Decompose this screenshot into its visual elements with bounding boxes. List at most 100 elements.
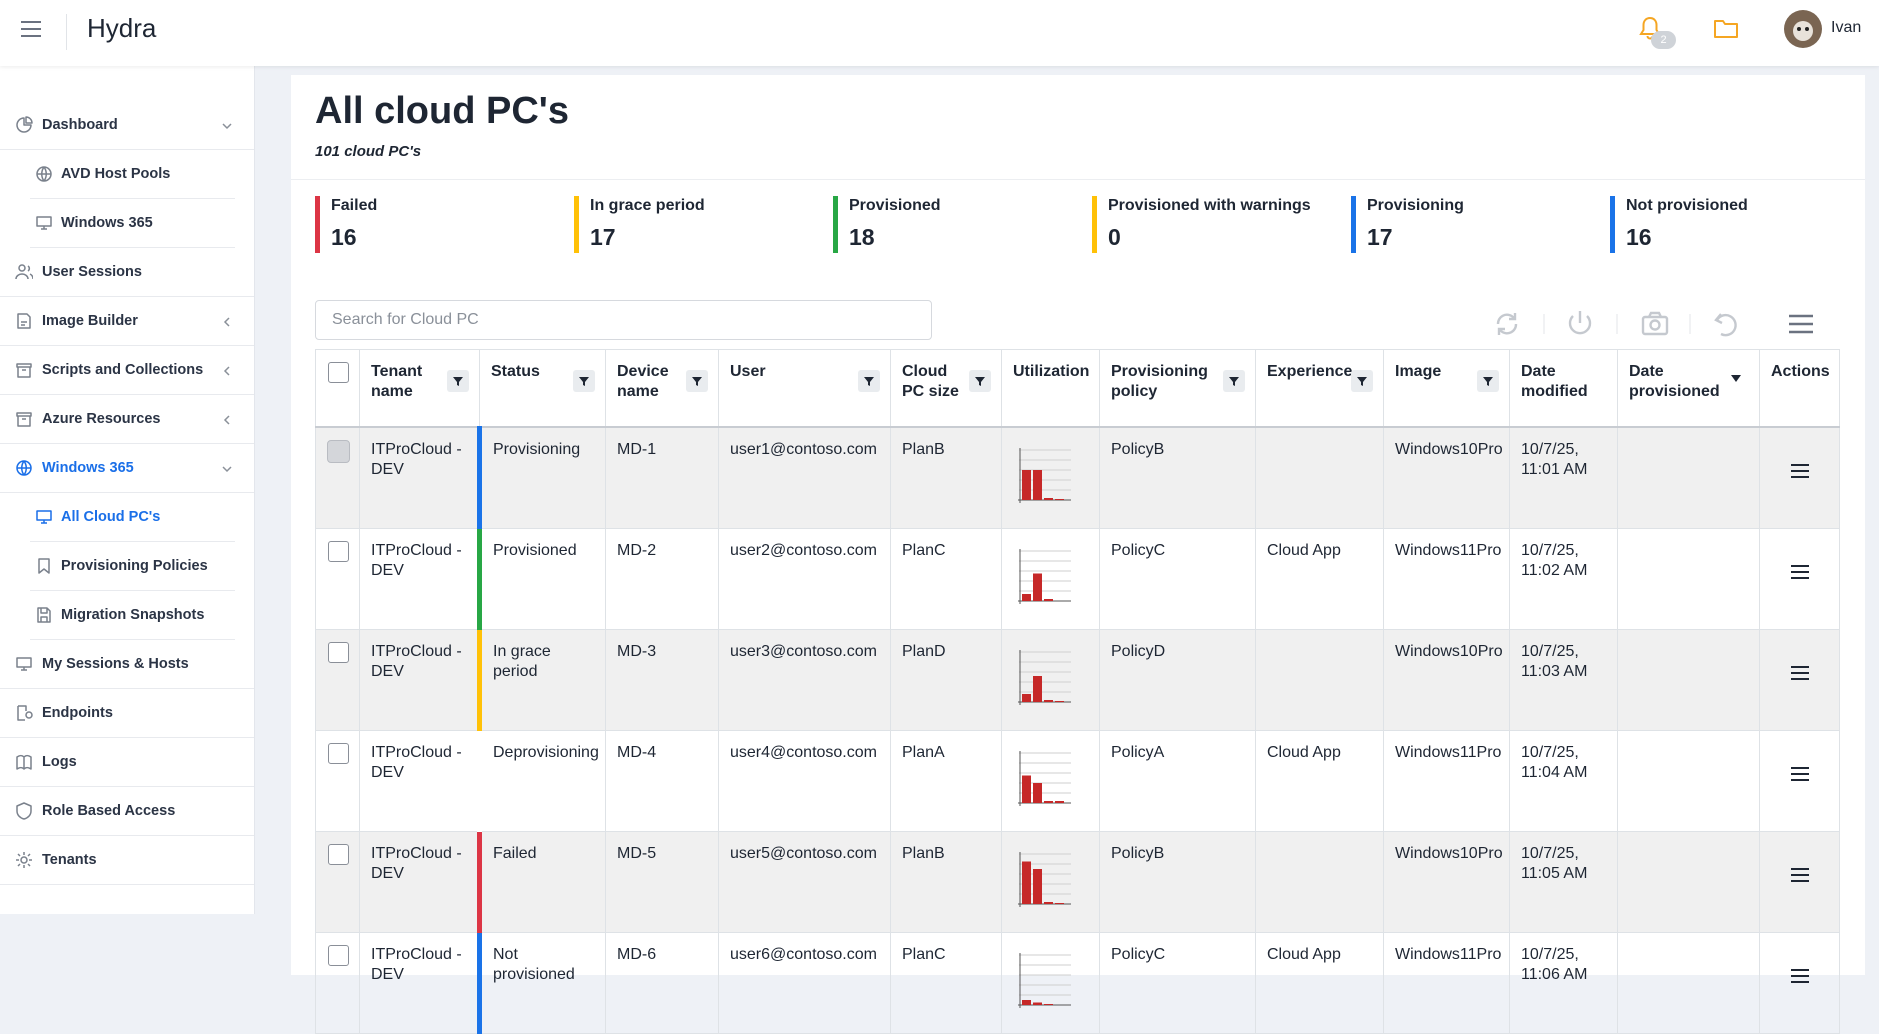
more-menu[interactable] <box>1789 314 1813 334</box>
cell: 10/7/25, 11:05 AM <box>1509 831 1618 933</box>
nav-subitem[interactable]: Migration Snapshots <box>0 591 254 640</box>
utilization-bar <box>1022 775 1031 803</box>
nav-subitem[interactable]: Windows 365 <box>0 199 254 248</box>
table-row: ITProCloud - DEV Failed MD-5 user5@contoso.… <box>315 831 1840 933</box>
row-checkbox[interactable] <box>327 743 349 764</box>
status-card[interactable]: Provisioning 17 <box>1351 196 1464 253</box>
filter-button[interactable] <box>969 370 991 392</box>
nav-subitem[interactable]: All Cloud PC's <box>0 493 254 542</box>
utilization-chart <box>1018 852 1071 907</box>
snapshot-button[interactable] <box>1641 311 1669 336</box>
cell-text: PolicyB <box>1111 845 1165 862</box>
filter-button[interactable] <box>1351 370 1373 392</box>
funnel <box>1357 377 1367 386</box>
filter-button[interactable] <box>858 370 880 392</box>
content-card: All cloud PC's 101 cloud PC's Search for… <box>291 75 1865 1034</box>
cell-text: 10/7/25, 11:05 AM <box>1521 845 1588 882</box>
nav-subitem[interactable]: Provisioning Policies <box>0 542 254 591</box>
nav-item[interactable]: Azure Resources <box>0 395 254 444</box>
filter-button[interactable] <box>1477 370 1499 392</box>
row-checkbox[interactable] <box>327 844 349 865</box>
header-cell: User <box>718 349 891 428</box>
nav-item[interactable]: Scripts and Collections <box>0 346 254 395</box>
cell-text: 10/7/25, 11:03 AM <box>1521 643 1588 680</box>
menu-toggle[interactable] <box>20 20 42 38</box>
nav-chevron <box>222 123 232 130</box>
nav-item[interactable]: Dashboard <box>0 101 254 150</box>
sort-indicator <box>1731 375 1741 382</box>
cell: user6@contoso.com <box>718 932 891 1034</box>
nav-item[interactable]: Role Based Access <box>0 787 254 836</box>
nav-item[interactable]: Endpoints <box>0 689 254 738</box>
restore-button[interactable] <box>1714 313 1737 337</box>
status-card[interactable]: Provisioned with warnings 0 <box>1092 196 1311 253</box>
filter-icon <box>453 377 463 386</box>
cell-text: MD-1 <box>617 441 657 458</box>
cell: 10/7/25, 11:06 AM <box>1509 932 1618 1034</box>
row-actions-menu[interactable] <box>1790 463 1810 479</box>
row-checkbox[interactable] <box>327 541 349 562</box>
column-label: Device name <box>617 363 669 400</box>
nav-item[interactable]: Logs <box>0 738 254 787</box>
status-card[interactable]: Provisioned 18 <box>833 196 941 253</box>
search-box[interactable]: Search for Cloud PC <box>315 300 932 340</box>
folder-icon[interactable] <box>1713 17 1739 39</box>
nav-icon <box>37 607 51 623</box>
nav-item[interactable]: Image Builder <box>0 297 254 346</box>
select-all-checkbox[interactable] <box>327 362 349 383</box>
row-actions-menu[interactable] <box>1790 665 1810 681</box>
nav-item[interactable]: Tenants <box>0 836 254 885</box>
nav-label: My Sessions & Hosts <box>42 656 189 672</box>
cell-text: PlanA <box>902 744 945 761</box>
app-name: Hydra <box>87 13 157 43</box>
cell <box>1255 629 1384 731</box>
filter-button[interactable] <box>1223 370 1245 392</box>
cell-text: Windows11Pro <box>1395 946 1502 963</box>
utilization-bar <box>1022 1000 1031 1005</box>
cell: MD-5 <box>605 831 719 933</box>
menu-lines <box>1791 969 1809 983</box>
cell: PolicyC <box>1099 932 1256 1034</box>
user-name[interactable]: Ivan <box>1831 19 1862 36</box>
cell: MD-1 <box>605 426 719 529</box>
status-card[interactable]: In grace period 17 <box>574 196 705 253</box>
cell: Provisioning <box>477 426 606 529</box>
row-actions-menu[interactable] <box>1790 968 1810 984</box>
row-checkbox[interactable] <box>327 440 350 463</box>
cell-text: Failed <box>493 845 537 862</box>
utilization-bar <box>1055 499 1064 500</box>
refresh-button[interactable] <box>1496 313 1518 335</box>
filter-button[interactable] <box>447 370 469 392</box>
cell: ITProCloud - DEV <box>359 730 480 832</box>
filter-button[interactable] <box>686 370 708 392</box>
cell <box>1617 932 1760 1034</box>
row-actions-menu[interactable] <box>1790 867 1810 883</box>
filter-button[interactable] <box>573 370 595 392</box>
nav-item[interactable]: Windows 365 <box>0 444 254 493</box>
table-row: ITProCloud - DEV In grace period MD-3 user3… <box>315 629 1840 731</box>
utilization-bar <box>1022 861 1031 904</box>
cell: MD-2 <box>605 528 719 630</box>
cell <box>1001 528 1100 630</box>
separator <box>30 198 235 199</box>
row-actions-menu[interactable] <box>1790 564 1810 580</box>
row-checkbox[interactable] <box>327 945 349 966</box>
nav-subitem[interactable]: AVD Host Pools <box>0 150 254 199</box>
header-cell: Provisioning policy <box>1099 349 1256 428</box>
cell: Provisioned <box>477 528 606 630</box>
nav-label: Windows 365 <box>42 460 134 476</box>
nav-item[interactable]: My Sessions & Hosts <box>0 640 254 689</box>
cell: ITProCloud - DEV <box>359 831 480 933</box>
user-avatar[interactable] <box>1783 9 1823 49</box>
row-actions-menu[interactable] <box>1790 766 1810 782</box>
cell-text: user3@contoso.com <box>730 643 877 660</box>
nav-item[interactable]: User Sessions <box>0 248 254 297</box>
status-card[interactable]: Failed 16 <box>315 196 377 253</box>
status-value: 16 <box>331 224 357 250</box>
cell-text: Windows10Pro <box>1395 441 1503 458</box>
status-card[interactable]: Not provisioned 16 <box>1610 196 1748 253</box>
funnel <box>453 377 463 386</box>
icon-shape <box>17 313 31 329</box>
power-button[interactable] <box>1568 311 1592 335</box>
row-checkbox[interactable] <box>327 642 349 663</box>
